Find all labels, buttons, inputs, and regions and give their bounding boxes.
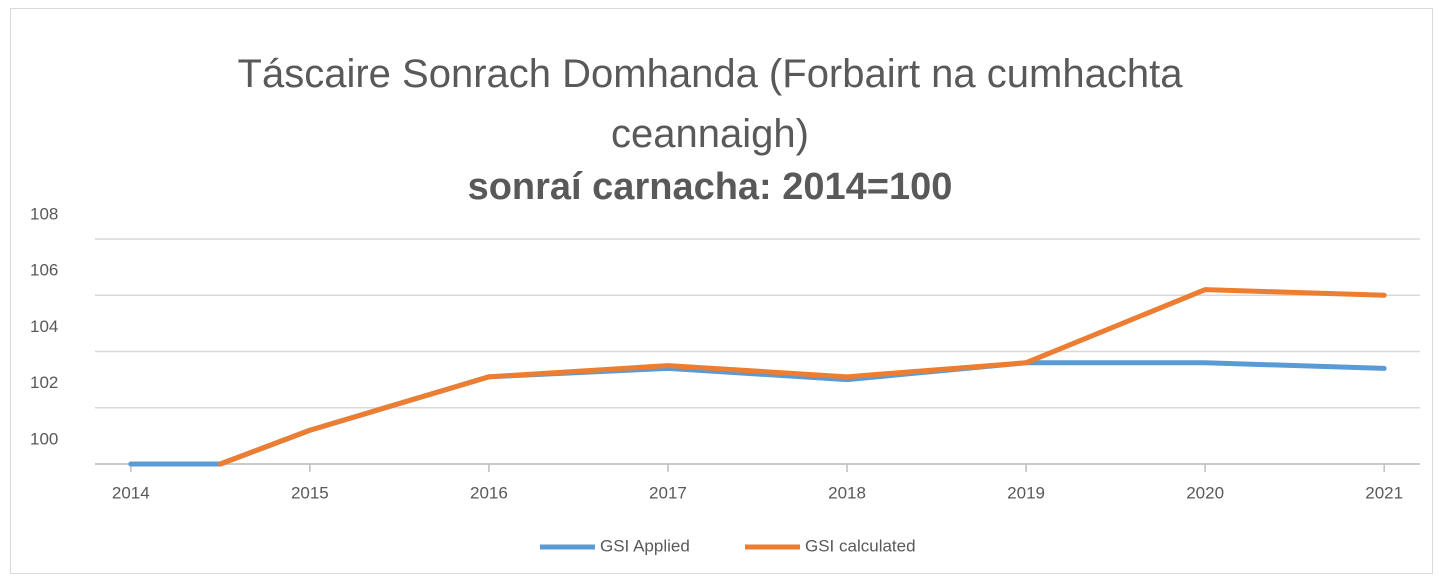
legend-label: GSI calculated (805, 536, 916, 555)
x-tick-label: 2015 (291, 483, 329, 502)
y-tick-label: 100 (30, 429, 58, 448)
chart-title: Táscaire Sonrach Domhanda (Forbairt na c… (237, 52, 1183, 156)
x-tick-label: 2017 (649, 483, 687, 502)
x-tick-label: 2014 (112, 483, 150, 502)
y-tick-label: 106 (30, 261, 58, 280)
series-line (128, 360, 1387, 467)
x-tick-label: 2019 (1007, 483, 1045, 502)
legend-label: GSI Applied (600, 536, 690, 555)
y-tick-label: 104 (30, 317, 58, 336)
x-tick-label: 2018 (828, 483, 866, 502)
y-tick-label: 102 (30, 373, 58, 392)
series-line (217, 287, 1387, 467)
y-tick-label: 108 (30, 204, 58, 223)
x-tick-label: 2016 (470, 483, 508, 502)
x-tick-label: 2020 (1186, 483, 1224, 502)
chart-subtitle: sonraí carnacha: 2014=100 (467, 166, 953, 208)
chart-frame (10, 8, 1433, 574)
x-tick-label: 2021 (1365, 483, 1403, 502)
